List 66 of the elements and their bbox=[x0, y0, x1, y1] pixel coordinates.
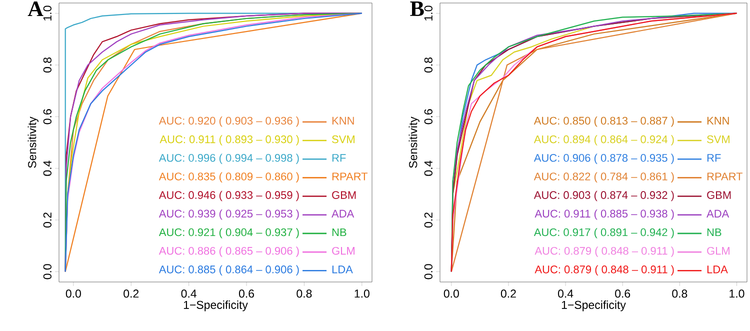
y-tick-label: 0.0 bbox=[424, 264, 432, 280]
legend-label: RF bbox=[332, 154, 346, 162]
annotation: AUC: 0.850 ( 0.813 – 0.887 ) bbox=[534, 116, 674, 127]
x-tick-label: 0.6 bbox=[238, 290, 254, 298]
legend-label: KNN bbox=[707, 116, 729, 124]
y-tick-label: 0.8 bbox=[424, 58, 432, 73]
x-tick-label: 1.0 bbox=[730, 290, 744, 298]
legend-label: LDA bbox=[332, 266, 353, 274]
chart-title: A bbox=[28, 2, 44, 16]
y-tick-label: 0.6 bbox=[43, 109, 52, 124]
y-tick-label: 0.2 bbox=[424, 212, 432, 228]
y-tick-label: 0.2 bbox=[43, 212, 52, 228]
annotation: AUC: 0.835 ( 0.809 – 0.860 ) bbox=[158, 172, 299, 183]
y-tick-label: 1.0 bbox=[424, 6, 432, 20]
legend-label: LDA bbox=[707, 266, 728, 274]
legend-label: NB bbox=[707, 228, 722, 236]
annotation: AUC: 0.917 ( 0.891 – 0.942 ) bbox=[534, 228, 674, 238]
y-tick-label: 0.6 bbox=[424, 109, 432, 124]
legend-label: GLM bbox=[332, 246, 354, 255]
annotation: AUC: 0.894 ( 0.864 – 0.924 ) bbox=[534, 135, 674, 146]
y-tick-label: 0.4 bbox=[424, 160, 432, 176]
legend-label: RPART bbox=[332, 172, 368, 180]
y-tick-label: 0.4 bbox=[43, 160, 52, 176]
legend-label: RPART bbox=[707, 172, 743, 180]
legend-label: GLM bbox=[707, 246, 730, 255]
annotation: AUC: 0.920 ( 0.903 – 0.936 ) bbox=[158, 116, 299, 127]
legend-label: ADA bbox=[706, 210, 730, 218]
x-tick-label: 0.8 bbox=[296, 290, 312, 298]
x-tick-label: 0.0 bbox=[66, 290, 81, 298]
chart-title: B bbox=[410, 2, 424, 16]
x-axis-title: 1−Specificity bbox=[562, 300, 626, 312]
legend-label: RF bbox=[707, 154, 721, 162]
annotation: AUC: 0.946 ( 0.933 – 0.959 ) bbox=[158, 190, 299, 202]
annotation: AUC: 0.906 ( 0.878 – 0.935 ) bbox=[534, 154, 674, 164]
y-axis-title: Sensitivity bbox=[408, 116, 420, 168]
annotation: AUC: 0.879 ( 0.848 – 0.911 ) bbox=[534, 265, 674, 276]
x-tick-label: 0.4 bbox=[558, 290, 574, 298]
legend-label: GBM bbox=[707, 191, 731, 199]
annotation: AUC: 0.939 ( 0.925 – 0.953 ) bbox=[158, 209, 299, 220]
annotation: AUC: 0.911 ( 0.893 – 0.930 ) bbox=[160, 135, 299, 146]
x-tick-label: 0.0 bbox=[444, 290, 459, 298]
y-axis-title: Sensitivity bbox=[28, 116, 38, 168]
y-tick-label: 1.0 bbox=[43, 6, 52, 20]
legend-label: SVM bbox=[707, 135, 730, 144]
x-tick-label: 1.0 bbox=[354, 290, 370, 298]
y-tick-label: 0.8 bbox=[43, 58, 52, 73]
x-tick-label: 0.8 bbox=[672, 290, 688, 298]
annotation: AUC: 0.911 ( 0.885 – 0.938 ) bbox=[534, 209, 674, 220]
legend-label: NB bbox=[332, 228, 346, 236]
legend-label: GBM bbox=[332, 191, 356, 199]
legend-label: KNN bbox=[332, 116, 354, 124]
legend-label: SVM bbox=[332, 135, 354, 144]
annotation: AUC: 0.903 ( 0.874 – 0.932 ) bbox=[534, 190, 674, 202]
annotation: AUC: 0.921 ( 0.904 – 0.937 ) bbox=[158, 228, 299, 238]
x-tick-label: 0.2 bbox=[124, 290, 139, 298]
annotation: AUC: 0.879 ( 0.848 – 0.911 ) bbox=[534, 246, 674, 257]
annotation: AUC: 0.886 ( 0.865 – 0.906 ) bbox=[158, 246, 299, 257]
annotation: AUC: 0.996 ( 0.994 – 0.998 ) bbox=[158, 154, 299, 164]
legend-label: ADA bbox=[332, 210, 354, 218]
x-tick-label: 0.2 bbox=[500, 290, 516, 298]
annotation: AUC: 0.885 ( 0.864 – 0.906 ) bbox=[158, 265, 299, 276]
x-tick-label: 0.4 bbox=[181, 290, 196, 298]
x-axis-title: 1−Specificity bbox=[184, 300, 248, 312]
y-tick-label: 0.0 bbox=[43, 264, 52, 280]
annotation: AUC: 0.822 ( 0.784 – 0.861 ) bbox=[534, 172, 674, 183]
x-tick-label: 0.6 bbox=[615, 290, 630, 298]
